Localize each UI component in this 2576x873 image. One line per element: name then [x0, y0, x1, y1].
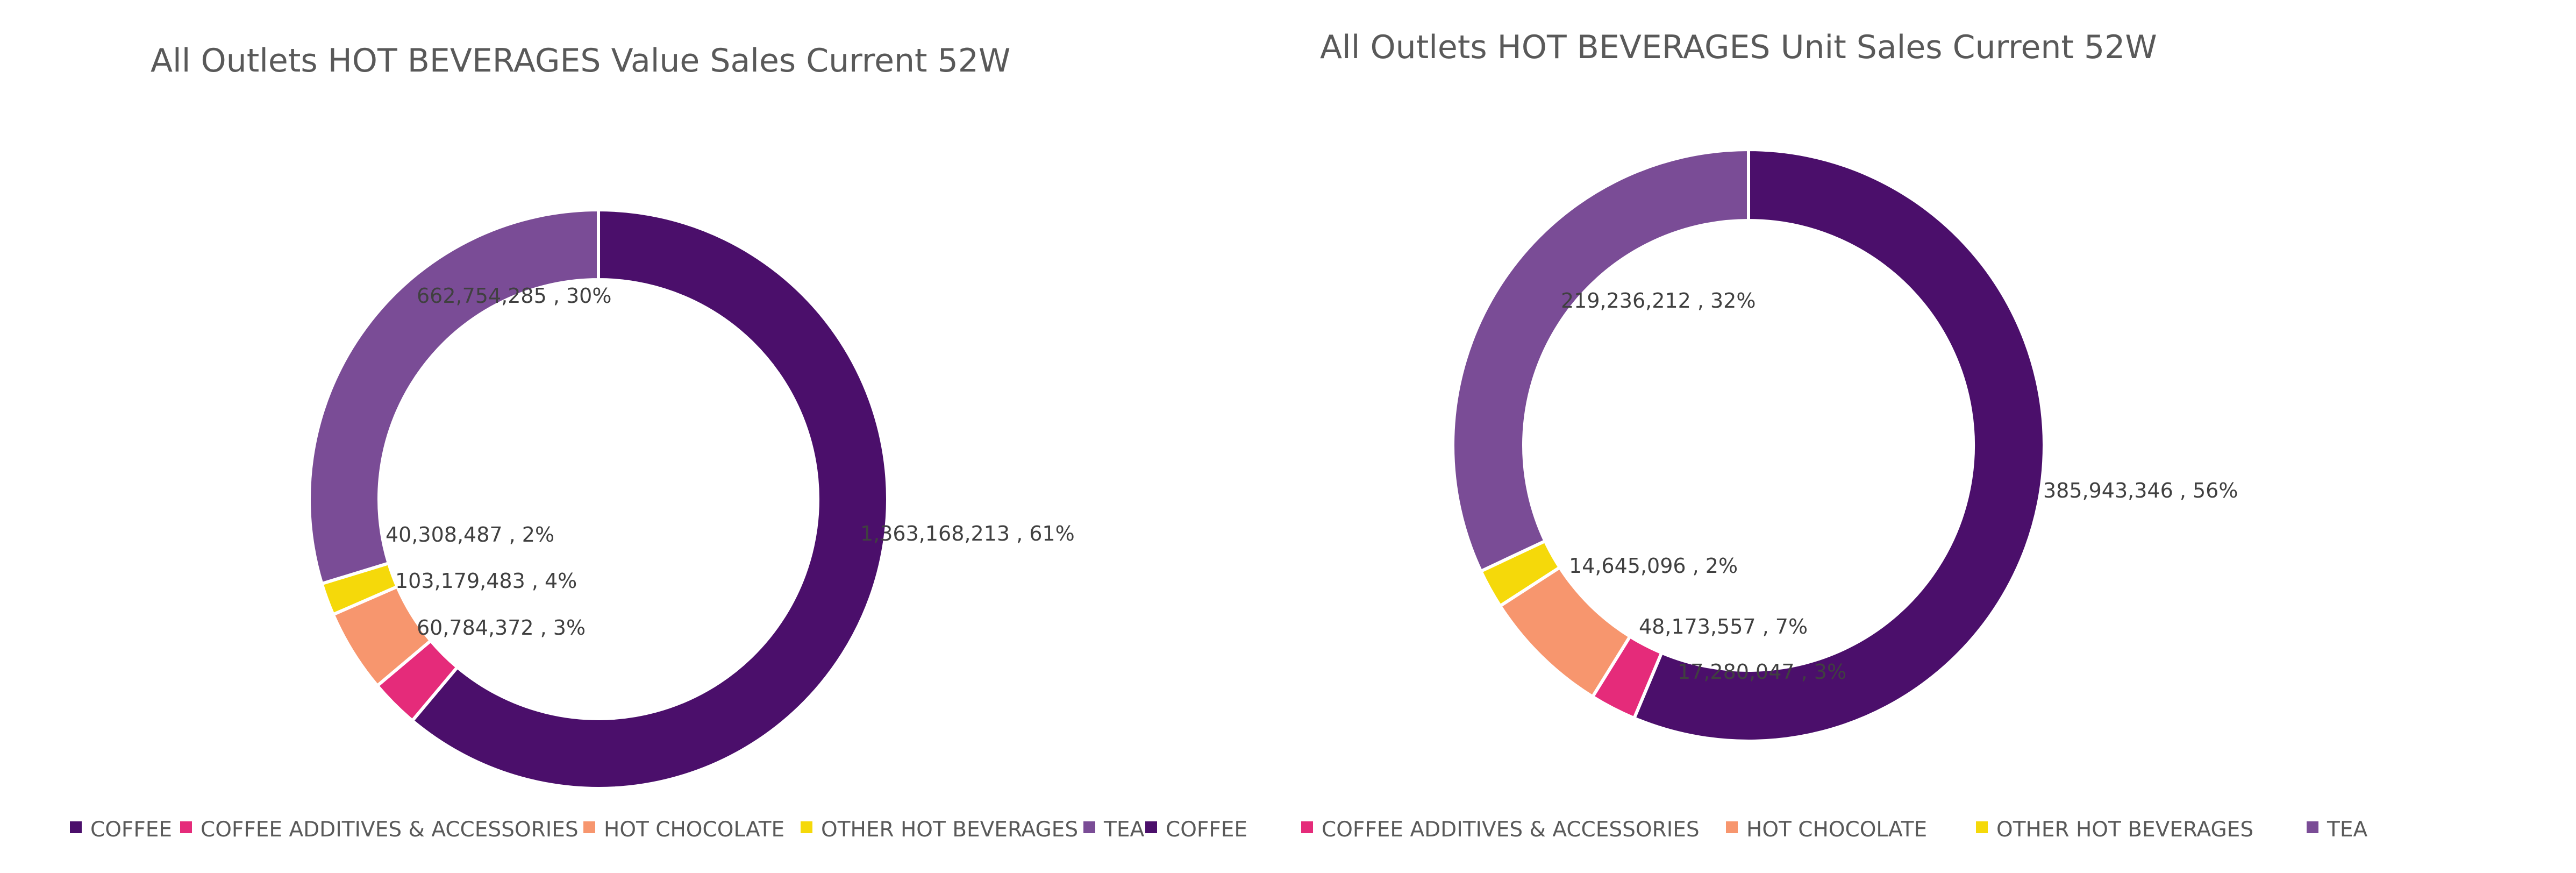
slice-tea: [1451, 147, 1750, 573]
slice-tea: [308, 208, 600, 586]
data-label-tea: 219,236,212 , 32%: [1561, 289, 1756, 313]
legend-label-coffee-additives-and-accessories: COFFEE ADDITIVES & ACCESSORIES: [1322, 818, 1700, 842]
data-label-other-hot-beverages: 40,308,487 , 2%: [386, 523, 554, 546]
legend-label-tea: TEA: [1103, 818, 1144, 842]
legend-swatch-coffee: [70, 821, 82, 833]
data-label-other-hot-beverages: 14,645,096 , 2%: [1569, 554, 1738, 578]
legend-swatch-tea: [2307, 821, 2318, 833]
doughnut-chart-unit-sales: 385,943,346 , 56% 17,280,047 , 3% 48,173,5…: [1451, 147, 2238, 743]
legend-swatch-hot-chocolate: [583, 821, 595, 833]
chart-title-unit-sales: All Outlets HOT BEVERAGES Unit Sales Cur…: [1320, 29, 2157, 66]
legend-label-hot-chocolate: HOT CHOCOLATE: [604, 818, 784, 842]
legend-unit-sales: COFFEE COFFEE ADDITIVES & ACCESSORIES HOT …: [1145, 818, 2367, 842]
legend-swatch-coffee-additives-and-accessories: [180, 821, 192, 833]
data-label-coffee: 1,363,168,213 , 61%: [860, 522, 1075, 545]
data-label-tea: 662,754,285 , 30%: [417, 284, 611, 308]
legend-value-sales: COFFEE COFFEE ADDITIVES & ACCESSORIES HOT …: [70, 818, 1144, 842]
legend-label-coffee: COFFEE: [90, 818, 172, 842]
legend-swatch-hot-chocolate: [1726, 821, 1738, 833]
legend-label-other-hot-beverages: OTHER HOT BEVERAGES: [821, 818, 1078, 842]
legend-label-tea: TEA: [2327, 818, 2367, 842]
legend-label-hot-chocolate: HOT CHOCOLATE: [1746, 818, 1927, 842]
slice-coffee: [1632, 147, 2046, 743]
data-label-hot-chocolate: 48,173,557 , 7%: [1639, 615, 1808, 638]
legend-swatch-coffee-additives-and-accessories: [1301, 821, 1313, 833]
data-label-coffee-additives-and-accessories: 60,784,372 , 3%: [417, 616, 586, 640]
data-label-coffee: 385,943,346 , 56%: [2043, 479, 2238, 502]
data-label-coffee-additives-and-accessories: 17,280,047 , 3%: [1678, 660, 1846, 684]
legend-label-other-hot-beverages: OTHER HOT BEVERAGES: [1996, 818, 2253, 842]
data-label-hot-chocolate: 103,179,483 , 4%: [395, 569, 577, 593]
slice-coffee: [410, 208, 889, 790]
doughnut-chart-value-sales: 1,363,168,213 , 61% 60,784,372 , 3% 103,17…: [308, 208, 1075, 790]
legend-swatch-tea: [1083, 821, 1095, 833]
legend-swatch-other-hot-beverages: [801, 821, 812, 833]
chart-title-value-sales: All Outlets HOT BEVERAGES Value Sales Cu…: [151, 42, 1010, 80]
legend-swatch-coffee: [1145, 821, 1157, 833]
legend-swatch-other-hot-beverages: [1976, 821, 1988, 833]
legend-label-coffee-additives-and-accessories: COFFEE ADDITIVES & ACCESSORIES: [201, 818, 579, 842]
legend-label-coffee: COFFEE: [1166, 818, 1247, 842]
